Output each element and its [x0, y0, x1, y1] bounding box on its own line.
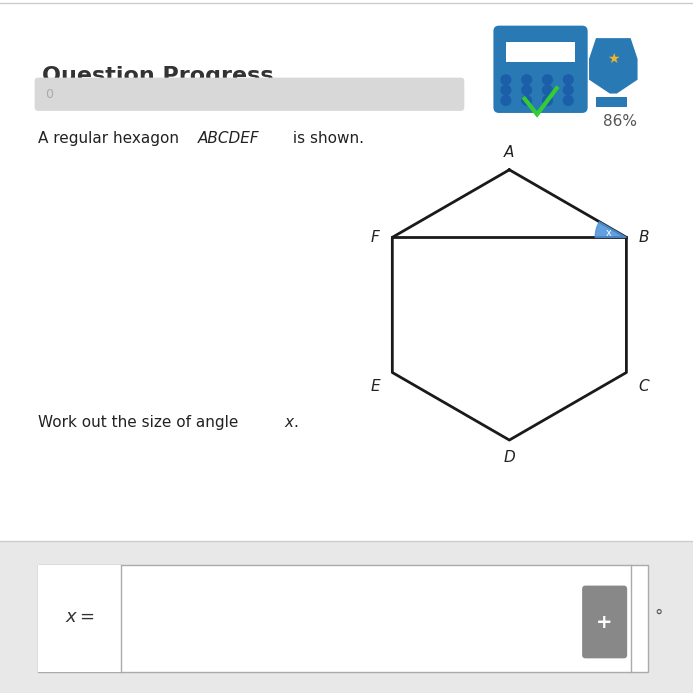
Text: F: F [371, 230, 379, 245]
FancyBboxPatch shape [0, 0, 693, 541]
Text: °: ° [654, 608, 663, 626]
Text: B: B [638, 230, 649, 245]
Text: ★: ★ [607, 52, 620, 66]
Polygon shape [589, 38, 638, 94]
FancyBboxPatch shape [35, 78, 464, 111]
FancyBboxPatch shape [582, 586, 627, 658]
Circle shape [522, 85, 532, 95]
Text: E: E [370, 379, 380, 394]
Text: 0: 0 [45, 88, 53, 100]
Circle shape [563, 85, 573, 95]
Text: x: x [284, 415, 293, 430]
Circle shape [543, 96, 552, 105]
Circle shape [543, 85, 552, 95]
Text: C: C [638, 379, 649, 394]
Circle shape [501, 85, 511, 95]
Text: +: + [596, 613, 613, 632]
Text: .: . [293, 415, 298, 430]
FancyBboxPatch shape [596, 97, 627, 107]
Text: x: x [606, 227, 611, 238]
Text: D: D [504, 450, 515, 465]
Text: Question Progress: Question Progress [42, 67, 273, 86]
Text: $x =$: $x =$ [65, 608, 94, 626]
FancyBboxPatch shape [493, 26, 588, 113]
FancyBboxPatch shape [38, 565, 648, 672]
Circle shape [563, 96, 573, 105]
Circle shape [543, 75, 552, 85]
Text: A: A [505, 145, 514, 160]
Circle shape [522, 96, 532, 105]
Circle shape [501, 96, 511, 105]
Text: A regular hexagon: A regular hexagon [38, 131, 184, 146]
Wedge shape [595, 222, 626, 237]
Circle shape [522, 75, 532, 85]
Text: is shown.: is shown. [288, 131, 364, 146]
FancyBboxPatch shape [38, 565, 121, 672]
Text: ABCDEF: ABCDEF [198, 131, 259, 146]
Text: 86%: 86% [603, 114, 638, 130]
Text: Work out the size of angle: Work out the size of angle [38, 415, 243, 430]
Circle shape [501, 75, 511, 85]
FancyBboxPatch shape [0, 541, 693, 693]
Circle shape [563, 75, 573, 85]
FancyBboxPatch shape [506, 42, 575, 62]
